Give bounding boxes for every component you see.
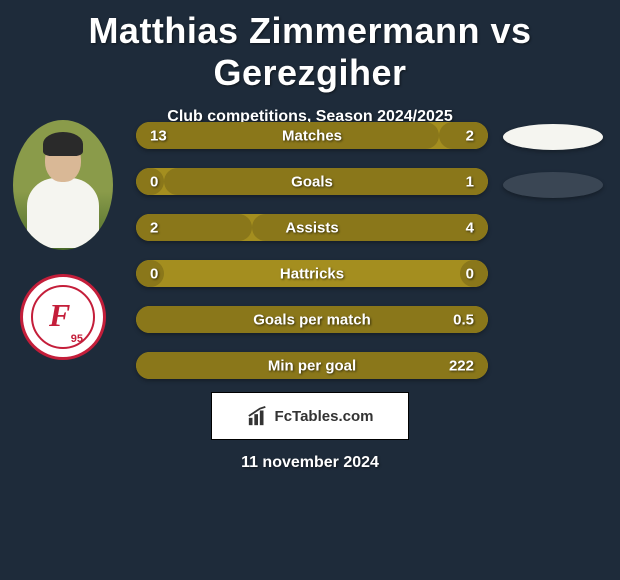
stat-label: Assists: [285, 219, 338, 236]
club-badge-year: 95: [71, 333, 83, 345]
club-badge: F 95: [20, 274, 106, 360]
stat-value-left: 13: [150, 127, 167, 144]
player2-placeholder-oval: [503, 124, 603, 150]
avatar-hair: [43, 132, 83, 156]
stat-value-left: 0: [150, 265, 158, 282]
stat-row: 13 Matches 2: [136, 122, 488, 149]
stat-value-left: 0: [150, 173, 158, 190]
stat-value-right: 1: [466, 173, 474, 190]
stat-row: Min per goal 222: [136, 352, 488, 379]
chart-icon: [247, 405, 269, 427]
stat-value-right: 0.5: [453, 311, 474, 328]
left-column: F 95: [8, 120, 118, 360]
stat-row: Goals per match 0.5: [136, 306, 488, 333]
stat-value-right: 2: [466, 127, 474, 144]
stat-value-left: 2: [150, 219, 158, 236]
footer-brand-text: FcTables.com: [275, 408, 374, 425]
player1-avatar: [13, 120, 113, 250]
stat-value-right: 4: [466, 219, 474, 236]
club-badge-letter: F: [49, 297, 70, 334]
right-ovals: [494, 124, 612, 220]
stat-row: 0 Hattricks 0: [136, 260, 488, 287]
stat-label: Goals per match: [253, 311, 371, 328]
stat-label: Goals: [291, 173, 333, 190]
avatar-shirt: [27, 178, 99, 248]
player2-placeholder-oval: [503, 172, 603, 198]
page-title: Matthias Zimmermann vs Gerezgiher: [0, 0, 620, 94]
stat-fill-right: [439, 122, 488, 149]
stat-label: Min per goal: [268, 357, 356, 374]
stat-label: Hattricks: [280, 265, 344, 282]
stat-row: 2 Assists 4: [136, 214, 488, 241]
stat-value-right: 222: [449, 357, 474, 374]
stat-row: 0 Goals 1: [136, 168, 488, 195]
stats-bars: 13 Matches 2 0 Goals 1 2 Assists 4 0 Hattricks 0 Goa…: [136, 122, 488, 398]
stat-value-right: 0: [466, 265, 474, 282]
date-label: 11 november 2024: [0, 454, 620, 472]
stat-label: Matches: [282, 127, 342, 144]
footer-brand-badge: FcTables.com: [211, 392, 409, 440]
